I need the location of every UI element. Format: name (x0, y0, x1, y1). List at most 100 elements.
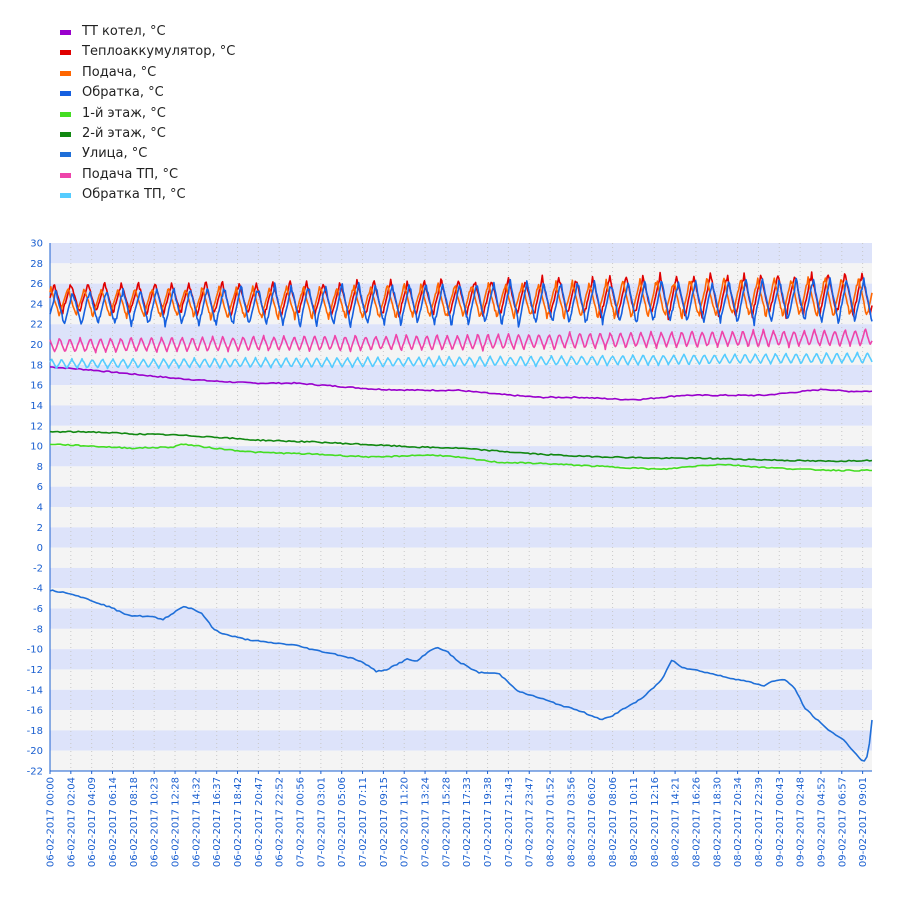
legend-label: Подача ТП, °C (82, 166, 179, 182)
y-tick-label: -2 (33, 563, 43, 574)
grid-band (50, 547, 872, 568)
x-tick-label: 07-02-2017 07:11 (358, 777, 369, 867)
x-tick-label: 07-02-2017 15:28 (441, 777, 452, 867)
grid-band (50, 466, 872, 487)
series-line (49, 443, 873, 472)
legend-swatch (60, 70, 71, 76)
legend-swatch (60, 172, 71, 178)
grid-band (50, 405, 872, 426)
x-tick-label: 07-02-2017 19:38 (483, 777, 494, 867)
x-tick-label: 08-02-2017 14:21 (671, 777, 682, 867)
x-tick-label: 09-02-2017 02:48 (796, 777, 807, 867)
x-tick-label: 09-02-2017 06:57 (837, 777, 848, 867)
grid-band (50, 364, 872, 386)
x-tick-label: 06-02-2017 14:32 (191, 777, 202, 867)
y-tick-label: -10 (27, 645, 43, 656)
legend-label: Теплоаккумулятор, °C (82, 44, 236, 60)
series-line (49, 366, 873, 401)
grid-band (50, 263, 872, 284)
x-tick-label: 06-02-2017 00:00 (46, 777, 57, 867)
legend-swatch (60, 111, 71, 117)
grid-band (50, 446, 872, 467)
grid-band (50, 588, 872, 609)
legend-swatch (60, 152, 71, 158)
grid-band (50, 243, 872, 264)
x-tick-label: 08-02-2017 01:52 (546, 777, 557, 867)
grid-band (50, 324, 872, 345)
grid-band (50, 628, 872, 650)
grid-band (50, 507, 872, 528)
x-tick-label: 09-02-2017 00:43 (775, 777, 786, 867)
x-tick-label: 07-02-2017 09:15 (379, 777, 390, 867)
x-tick-label: 06-02-2017 20:47 (254, 777, 265, 867)
grid-band (50, 649, 872, 670)
x-tick-label: 08-02-2017 10:11 (629, 777, 640, 867)
x-tick-label: 06-02-2017 02:04 (66, 777, 77, 867)
x-tick-label: 06-02-2017 10:23 (150, 777, 161, 867)
x-tick-label: 08-02-2017 12:16 (650, 777, 661, 867)
series-line (49, 328, 873, 354)
series-line (49, 351, 873, 370)
y-tick-label: 0 (37, 543, 43, 554)
grid-band (50, 385, 872, 406)
grid-band (50, 710, 872, 731)
x-tick-label: 08-02-2017 06:02 (587, 777, 598, 867)
x-tick-label: 06-02-2017 04:09 (87, 777, 98, 867)
legend-swatch (60, 193, 71, 199)
grid-band (50, 608, 872, 629)
y-tick-label: -12 (27, 665, 43, 676)
y-tick-label: 20 (30, 340, 43, 351)
legend-label: 1-й этаж, °C (82, 105, 166, 121)
x-tick-label: 06-02-2017 22:52 (275, 777, 286, 867)
y-tick-label: -20 (27, 746, 43, 757)
y-tick-label: 28 (30, 259, 43, 270)
legend-label: Обратка ТП, °C (82, 187, 186, 203)
y-tick-label: 4 (37, 503, 43, 514)
grid-band (50, 486, 872, 507)
y-tick-label: 30 (30, 239, 43, 250)
x-tick-label: 07-02-2017 03:01 (316, 777, 327, 867)
x-tick-label: 06-02-2017 18:42 (233, 777, 244, 867)
y-tick-label: 26 (30, 279, 43, 290)
x-tick-label: 08-02-2017 18:30 (712, 777, 723, 867)
grid-band (50, 750, 872, 771)
legend-label: Обратка, °C (82, 85, 164, 101)
y-tick-label: -16 (27, 706, 43, 717)
y-tick-label: -22 (27, 767, 43, 778)
legend-swatch (60, 131, 71, 137)
legend-swatch (60, 91, 71, 97)
y-tick-label: 14 (30, 401, 43, 412)
x-tick-label: 08-02-2017 03:56 (566, 777, 577, 867)
y-tick-label: 16 (30, 381, 43, 392)
x-tick-label: 08-02-2017 22:39 (754, 777, 765, 867)
series-line (49, 277, 873, 328)
x-tick-label: 08-02-2017 08:06 (608, 777, 619, 867)
y-tick-label: 12 (30, 421, 43, 432)
legend-label: Подача, °C (82, 64, 157, 80)
legend-swatch (60, 30, 71, 35)
x-tick-label: 07-02-2017 00:56 (296, 777, 307, 867)
x-tick-label: 06-02-2017 06:14 (108, 777, 119, 867)
grid-band (50, 567, 872, 589)
x-tick-label: 09-02-2017 04:52 (816, 777, 827, 867)
x-tick-label: 07-02-2017 11:20 (400, 777, 411, 867)
y-tick-label: 18 (30, 360, 43, 371)
y-tick-label: -8 (33, 624, 43, 635)
y-tick-label: -18 (27, 726, 43, 737)
y-tick-label: 24 (30, 299, 43, 310)
x-tick-label: 07-02-2017 23:47 (525, 777, 536, 867)
x-tick-label: 06-02-2017 08:18 (129, 777, 140, 867)
y-tick-label: 6 (37, 482, 43, 493)
x-tick-label: 07-02-2017 05:06 (337, 777, 348, 867)
legend-label: Улица, °C (82, 146, 148, 162)
y-tick-label: 8 (37, 462, 43, 473)
x-tick-label: 07-02-2017 13:24 (421, 777, 432, 867)
x-tick-label: 07-02-2017 17:33 (462, 777, 473, 867)
grid-band (50, 425, 872, 447)
legend-label: 2-й этаж, °C (82, 125, 166, 141)
x-tick-label: 09-02-2017 09:01 (858, 777, 869, 867)
series-line (49, 430, 873, 463)
grid-band (50, 730, 872, 751)
legend-label: ТТ котел, °C (82, 24, 166, 39)
